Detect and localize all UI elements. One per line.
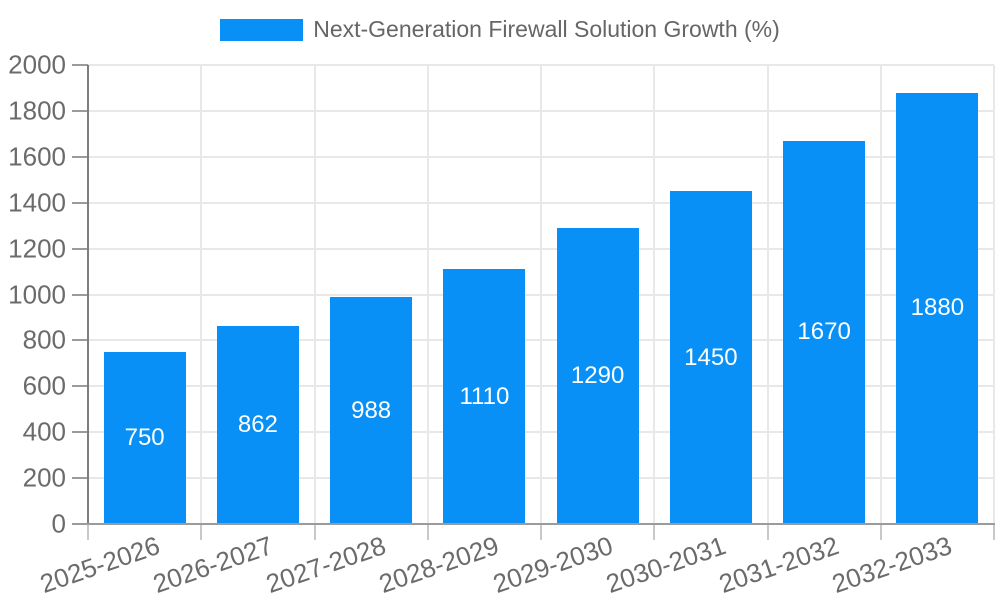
y-tick-mark bbox=[72, 109, 88, 112]
x-tick-mark bbox=[87, 524, 89, 540]
legend-item-firewall-growth[interactable]: Next-Generation Firewall Solution Growth… bbox=[220, 16, 780, 43]
bar-value-label: 862 bbox=[237, 411, 278, 439]
x-tick-mark bbox=[540, 524, 542, 540]
x-tick-mark bbox=[879, 524, 882, 540]
y-tick-mark bbox=[72, 477, 88, 480]
y-tick-mark bbox=[72, 247, 88, 250]
x-axis-label: 2026-2027 bbox=[149, 530, 277, 599]
x-gridline bbox=[426, 65, 429, 524]
x-axis-label: 2032-2033 bbox=[828, 530, 956, 599]
y-tick-label: 1600 bbox=[8, 141, 66, 172]
y-tick-label: 1200 bbox=[8, 233, 66, 264]
x-gridline bbox=[993, 65, 995, 524]
x-axis-label: 2029-2030 bbox=[488, 530, 617, 599]
x-tick-mark bbox=[993, 524, 995, 540]
x-tick-mark bbox=[200, 524, 203, 540]
plot-area: 0 200 400 600 800 1000 1200 1400 1600 1800 2000 750… bbox=[8, 50, 995, 599]
y-tick-mark bbox=[72, 339, 88, 342]
y-tick-label: 1000 bbox=[8, 279, 66, 309]
bar[interactable]: 1450 bbox=[669, 191, 752, 524]
x-gridline bbox=[653, 65, 656, 524]
x-gridline bbox=[313, 65, 316, 524]
bar[interactable]: 1290 bbox=[556, 227, 639, 524]
bar-value-label: 1450 bbox=[684, 343, 738, 371]
y-tick-mark bbox=[72, 385, 88, 388]
x-gridline bbox=[540, 65, 542, 524]
x-axis-label: 2025-2026 bbox=[35, 530, 164, 599]
x-axis-label: 2031-2032 bbox=[715, 530, 843, 599]
chart-legend: Next-Generation Firewall Solution Growth… bbox=[0, 16, 1000, 43]
x-axis-line bbox=[87, 523, 995, 525]
bar[interactable]: 988 bbox=[330, 297, 413, 524]
y-tick-mark bbox=[72, 64, 88, 66]
bar[interactable]: 1110 bbox=[443, 269, 526, 524]
x-gridline bbox=[879, 65, 882, 524]
x-axis-label: 2027-2028 bbox=[262, 530, 390, 599]
y-axis-line bbox=[87, 65, 89, 524]
bar-value-label: 988 bbox=[351, 396, 392, 424]
bar-value-label: 1110 bbox=[459, 382, 510, 410]
y-tick-label: 600 bbox=[22, 370, 66, 401]
y-tick-mark bbox=[72, 293, 88, 296]
y-tick-label: 0 bbox=[51, 508, 66, 539]
y-tick-mark bbox=[72, 523, 88, 525]
x-gridline bbox=[200, 65, 203, 524]
bar[interactable]: 1880 bbox=[896, 92, 979, 524]
bar[interactable]: 750 bbox=[103, 351, 186, 524]
y-tick-mark bbox=[72, 155, 88, 158]
y-tick-mark bbox=[72, 431, 88, 434]
legend-label: Next-Generation Firewall Solution Growth… bbox=[313, 16, 780, 42]
x-tick-mark bbox=[653, 524, 656, 540]
x-axis-label: 2030-2031 bbox=[602, 530, 730, 599]
bar-value-label: 750 bbox=[124, 423, 165, 451]
x-tick-mark bbox=[426, 524, 429, 540]
y-tick-label: 1400 bbox=[8, 187, 66, 218]
bar[interactable]: 862 bbox=[216, 326, 299, 524]
x-axis-label: 2028-2029 bbox=[375, 530, 503, 599]
x-tick-mark bbox=[766, 524, 769, 540]
bar-value-label: 1880 bbox=[910, 294, 965, 322]
bar[interactable]: 1670 bbox=[783, 140, 866, 524]
y-tick-label: 200 bbox=[22, 462, 66, 493]
y-tick-label: 400 bbox=[22, 416, 66, 447]
y-tick-mark bbox=[72, 201, 88, 204]
y-tick-label: 2000 bbox=[8, 49, 66, 80]
legend-color-swatch bbox=[220, 18, 304, 41]
y-tick-label: 800 bbox=[22, 324, 66, 355]
x-gridline bbox=[766, 65, 769, 524]
x-tick-mark bbox=[313, 524, 316, 540]
bar-value-label: 1670 bbox=[797, 318, 851, 346]
bar-value-label: 1290 bbox=[570, 361, 625, 389]
y-tick-label: 1800 bbox=[8, 95, 66, 126]
